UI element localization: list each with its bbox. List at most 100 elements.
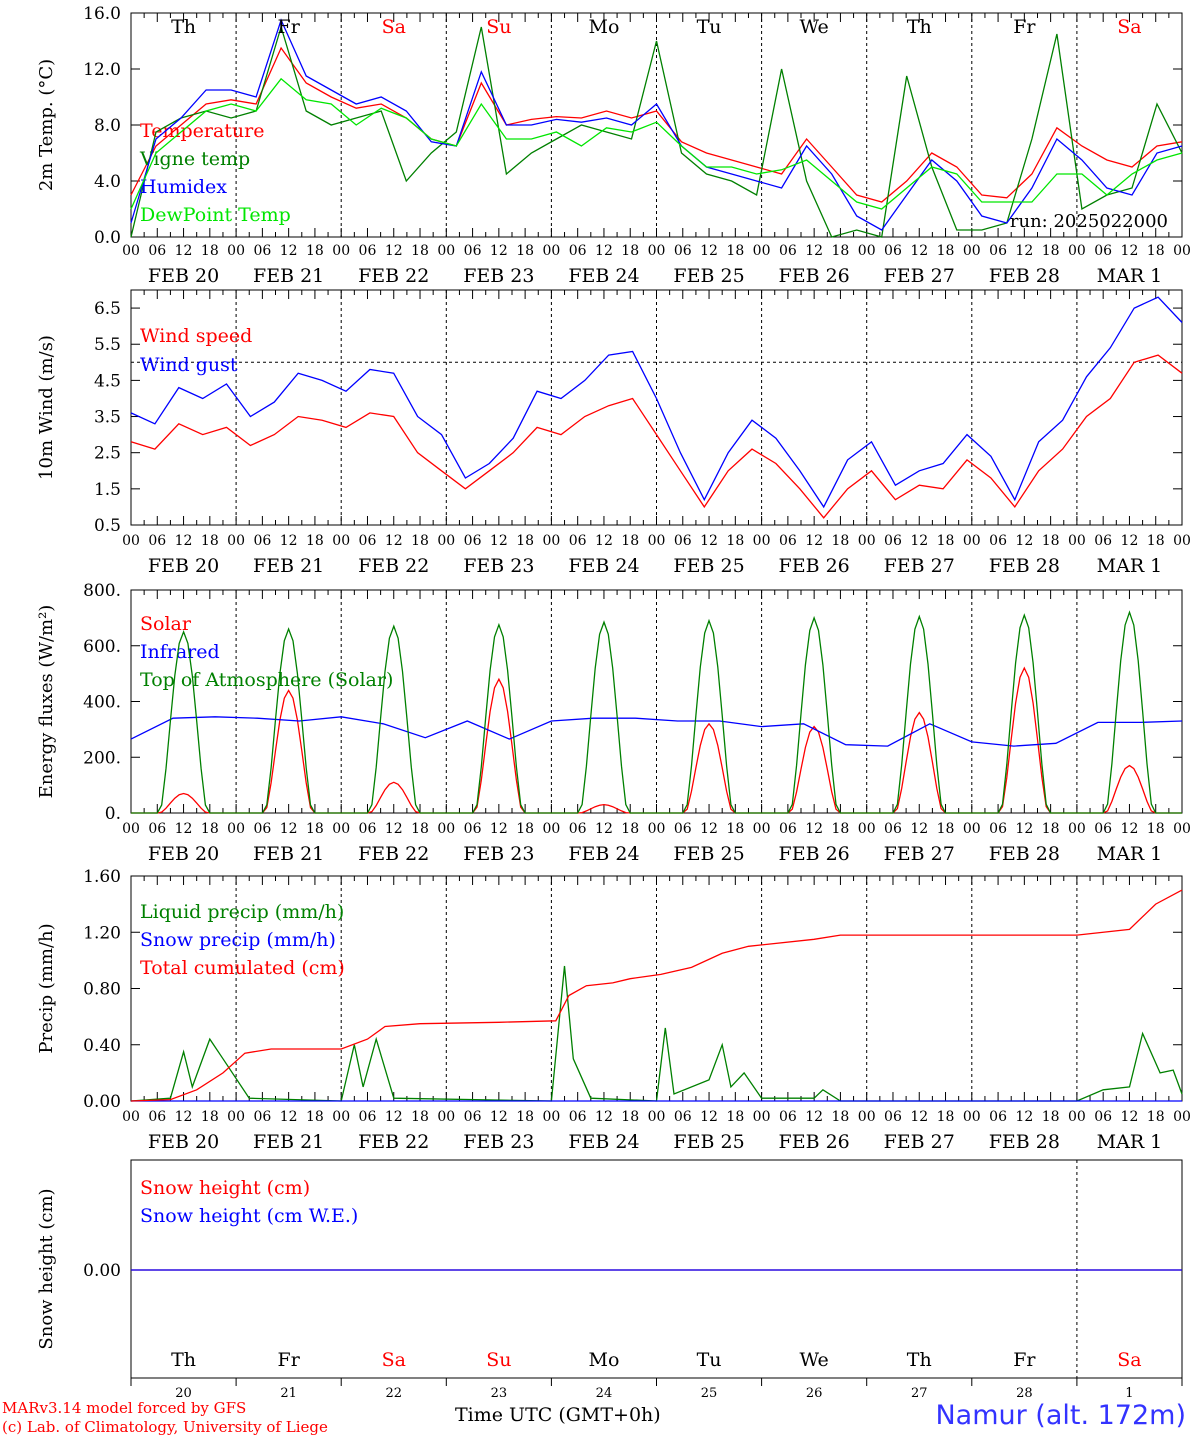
legend-entry: Vigne temp [139, 148, 250, 170]
day-name: We [800, 1349, 829, 1371]
legend-entry: Total cumulated (cm) [140, 957, 345, 979]
x-hour-label: 12 [490, 821, 508, 837]
x-date-label: FEB 20 [148, 555, 219, 577]
x-hour-label: 06 [989, 533, 1007, 549]
day-name: Mo [588, 1349, 619, 1371]
x-date-label: MAR 1 [1097, 555, 1163, 577]
x-date-label: MAR 1 [1097, 265, 1163, 287]
y-tick-label: 1.5 [94, 480, 121, 500]
y-tick-label: 1.60 [83, 867, 121, 887]
x-hour-label: 12 [490, 533, 508, 549]
x-hour-label: 18 [1147, 243, 1165, 259]
x-hour-label: 06 [674, 821, 692, 837]
x-hour-label: 18 [306, 1109, 324, 1125]
x-hour-label: 18 [726, 821, 744, 837]
series-top-of-atmosphere-solar [131, 610, 1182, 814]
day-number: 22 [385, 1386, 402, 1401]
x-hour-label: 12 [490, 243, 508, 259]
y-tick-label: 6.5 [94, 299, 121, 319]
x-hour-label: 00 [648, 243, 666, 259]
x-hour-label: 12 [595, 243, 613, 259]
x-hour-label: 00 [227, 533, 245, 549]
x-hour-label: 12 [280, 533, 298, 549]
y-tick-label: 3.5 [94, 408, 121, 428]
x-hour-label: 00 [753, 1109, 771, 1125]
x-date-label: FEB 26 [779, 265, 850, 287]
day-number: 23 [491, 1386, 508, 1401]
x-hour-label: 06 [359, 1109, 377, 1125]
x-date-label: FEB 21 [253, 1131, 324, 1153]
x-date-label: FEB 22 [358, 843, 429, 865]
x-hour-label: 06 [1094, 243, 1112, 259]
day-name: Fr [1013, 1349, 1036, 1371]
legend-entry: Humidex [140, 176, 227, 198]
x-hour-label: 12 [1015, 1109, 1033, 1125]
x-hour-label: 00 [542, 243, 560, 259]
x-hour-label: 18 [201, 533, 219, 549]
x-hour-label: 00 [648, 1109, 666, 1125]
day-name: Su [486, 16, 511, 38]
x-hour-label: 06 [464, 821, 482, 837]
lab-credit: (c) Lab. of Climatology, University of L… [2, 1418, 328, 1436]
series-liquid-precip-mm-h [130, 965, 1183, 1102]
x-hour-label: 00 [227, 1109, 245, 1125]
x-hour-label: 06 [464, 1109, 482, 1125]
x-hour-label: 12 [175, 821, 193, 837]
x-hour-label: 18 [411, 243, 429, 259]
x-hour-label: 12 [805, 533, 823, 549]
y-axis-label: 2m Temp. (°C) [36, 59, 57, 191]
x-hour-label: 12 [910, 1109, 928, 1125]
x-hour-label: 06 [148, 1109, 166, 1125]
day-name: Mo [588, 16, 619, 38]
y-tick-label: 1.20 [83, 923, 121, 943]
x-date-label: FEB 28 [989, 1131, 1060, 1153]
legend-entry: Infrared [140, 641, 220, 663]
x-hour-label: 00 [437, 821, 455, 837]
x-date-label: FEB 24 [568, 843, 639, 865]
x-hour-label: 06 [464, 243, 482, 259]
x-date-label: FEB 25 [673, 843, 744, 865]
x-date-label: FEB 28 [989, 843, 1060, 865]
x-hour-label: 12 [385, 243, 403, 259]
legend-entry: Wind gust [140, 354, 238, 376]
panel-2-frame [130, 589, 1183, 814]
x-hour-label: 00 [1068, 533, 1086, 549]
day-name: Tu [697, 16, 722, 38]
x-date-label: FEB 27 [884, 843, 955, 865]
x-hour-label: 00 [963, 533, 981, 549]
x-hour-label: 12 [490, 1109, 508, 1125]
x-hour-label: 12 [910, 243, 928, 259]
day-name: Sa [382, 16, 406, 38]
day-name: Th [907, 1349, 932, 1371]
x-hour-label: 06 [1094, 533, 1112, 549]
x-hour-label: 00 [858, 1109, 876, 1125]
x-hour-label: 06 [253, 821, 271, 837]
x-date-label: FEB 21 [253, 555, 324, 577]
x-hour-label: 12 [175, 1109, 193, 1125]
x-hour-label: 00 [648, 821, 666, 837]
x-hour-label: 00 [753, 821, 771, 837]
x-date-label: FEB 26 [779, 555, 850, 577]
series-dewpoint-temp [130, 77, 1183, 210]
run-label: run: 2025022000 [1010, 211, 1168, 232]
x-hour-label: 06 [464, 533, 482, 549]
x-date-label: FEB 24 [568, 1131, 639, 1153]
day-number: 20 [175, 1386, 192, 1401]
x-hour-label: 00 [858, 243, 876, 259]
x-hour-label: 12 [1121, 821, 1139, 837]
y-tick-label: 12.0 [83, 60, 121, 80]
x-hour-label: 00 [648, 533, 666, 549]
x-hour-label: 18 [726, 243, 744, 259]
x-date-label: FEB 28 [989, 265, 1060, 287]
x-hour-label: 00 [227, 821, 245, 837]
x-hour-label: 18 [832, 243, 850, 259]
y-tick-label: 0.80 [83, 980, 121, 1000]
x-hour-label: 12 [595, 1109, 613, 1125]
x-hour-label: 18 [832, 1109, 850, 1125]
y-tick-label: 200. [83, 748, 121, 768]
x-hour-label: 06 [569, 1109, 587, 1125]
x-hour-label: 00 [963, 243, 981, 259]
day-name: Fr [278, 16, 301, 38]
x-hour-label: 12 [805, 1109, 823, 1125]
x-hour-label: 18 [411, 821, 429, 837]
